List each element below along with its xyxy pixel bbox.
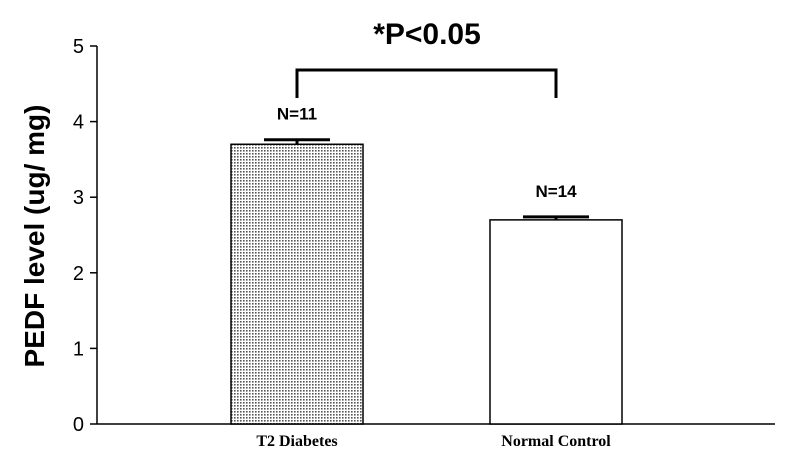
- significance-label: *P<0.05: [373, 18, 481, 51]
- bar-t2-diabetes: [230, 143, 364, 425]
- y-ticks: 0 1 2 3 4 5: [73, 36, 97, 436]
- error-bars-group: [264, 138, 589, 220]
- bars-group: [230, 143, 623, 425]
- category-label-t2-diabetes: T2 Diabetes: [256, 433, 337, 450]
- y-tick-label-3: 3: [73, 187, 84, 209]
- y-tick-label-0: 0: [73, 414, 84, 436]
- y-tick-label-5: 5: [73, 36, 84, 58]
- y-axis-label: PEDF level (ug/ mg): [19, 105, 50, 368]
- y-tick-label-2: 2: [73, 263, 84, 285]
- sample-size-label-t2-diabetes: N=11: [277, 105, 317, 124]
- y-tick-label-1: 1: [73, 338, 84, 360]
- sample-size-label-normal-control: N=14: [535, 182, 577, 201]
- significance-bracket: [295, 68, 558, 98]
- category-label-normal-control: Normal Control: [501, 433, 611, 450]
- bar-normal-control: [489, 219, 623, 425]
- y-tick-label-4: 4: [73, 112, 84, 134]
